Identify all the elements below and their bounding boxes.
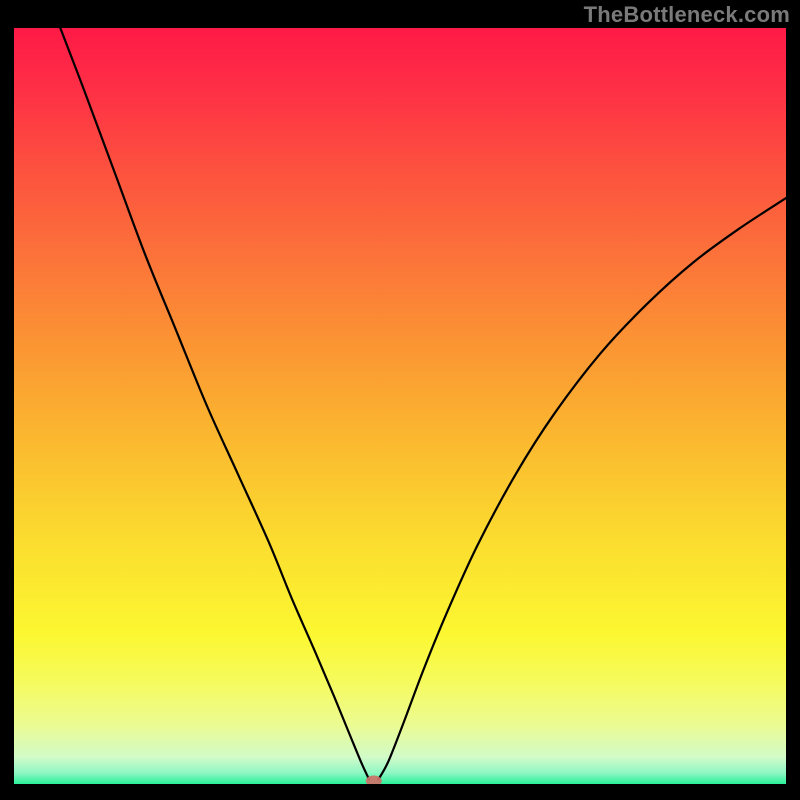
gradient-background xyxy=(14,28,786,784)
chart-svg xyxy=(14,28,786,784)
watermark-attribution: TheBottleneck.com xyxy=(584,2,790,28)
plot-area xyxy=(14,28,786,784)
figure-root: TheBottleneck.com xyxy=(0,0,800,800)
